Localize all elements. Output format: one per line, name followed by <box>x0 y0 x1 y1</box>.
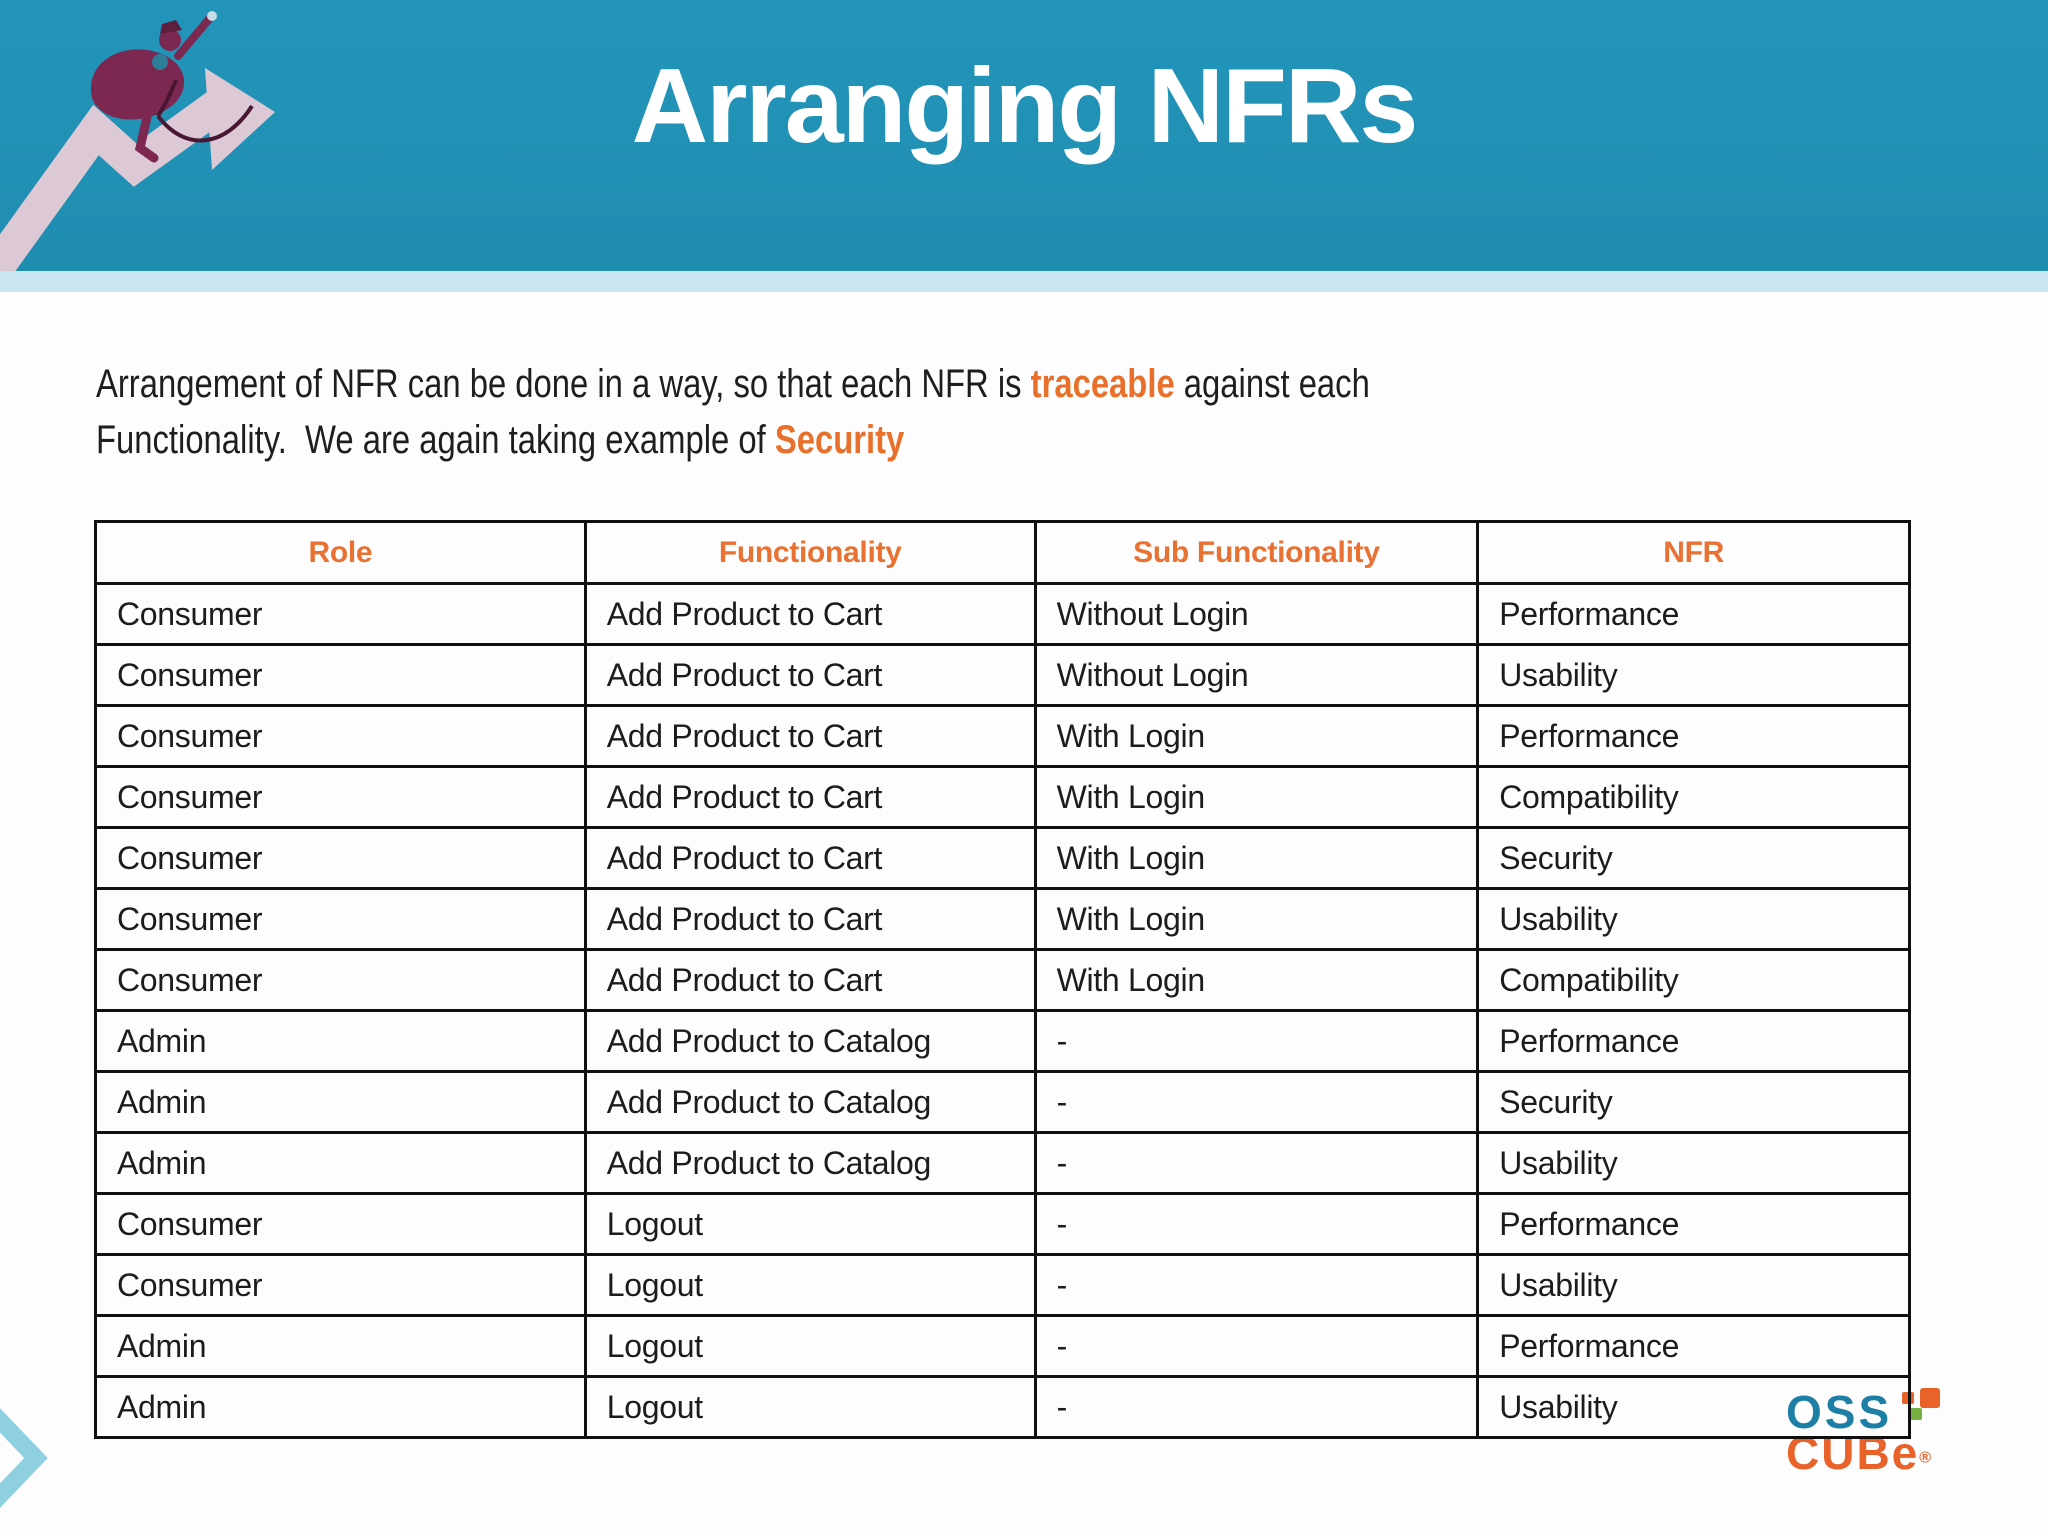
table-cell: Logout <box>583 1314 1037 1378</box>
page-title: Arranging NFRs <box>631 47 1419 165</box>
table-cell: - <box>1033 1070 1480 1134</box>
table-cell: Consumer <box>94 1253 587 1317</box>
table-cell: Performance <box>1476 582 1911 646</box>
table-cell: Admin <box>94 1131 587 1195</box>
table-row: Consumer Add Product to Cart With Login Sec… <box>94 826 1911 890</box>
table-cell: Without Login <box>1033 643 1480 707</box>
table-row: Admin Logout - Usability <box>94 1375 1911 1439</box>
table-cell: Consumer <box>94 643 587 707</box>
table-cell: Add Product to Cart <box>583 887 1037 951</box>
title-banner: Arranging NFRs <box>0 0 2048 271</box>
table-cell: Add Product to Cart <box>583 643 1037 707</box>
table-row: Consumer Logout - Usability <box>94 1253 1911 1317</box>
table-cell: - <box>1033 1253 1480 1317</box>
table-row: Consumer Logout - Performance <box>94 1192 1911 1256</box>
table-cell: Add Product to Cart <box>583 704 1037 768</box>
table-cell: Performance <box>1476 1314 1911 1378</box>
table-cell: Usability <box>1476 887 1911 951</box>
table-cell: Admin <box>94 1375 587 1439</box>
table-cell: Add Product to Cart <box>583 765 1037 829</box>
logo-text-cube: CUBe <box>1786 1427 1920 1479</box>
rider-figure <box>90 11 254 163</box>
table-cell: - <box>1033 1131 1480 1195</box>
table-cell: Performance <box>1476 704 1911 768</box>
table-cell: Consumer <box>94 582 587 646</box>
intro-text: against each <box>1174 362 1370 406</box>
table-cell: Consumer <box>94 765 587 829</box>
table-row: Consumer Add Product to Cart With Login Com… <box>94 765 1911 829</box>
table-cell: Consumer <box>94 887 587 951</box>
nfr-table-header: Role Functionality Sub Functionality NFR <box>94 520 1911 585</box>
table-cell: Add Product to Cart <box>583 826 1037 890</box>
table-cell: Add Product to Catalog <box>583 1009 1037 1073</box>
table-cell: Compatibility <box>1476 948 1911 1012</box>
table-cell: Admin <box>94 1009 587 1073</box>
table-cell: Admin <box>94 1070 587 1134</box>
table-cell: Consumer <box>94 1192 587 1256</box>
highlight-traceable: traceable <box>1030 362 1175 406</box>
table-row: Admin Add Product to Catalog - Security <box>94 1070 1911 1134</box>
arrow-band <box>0 86 235 271</box>
table-cell: - <box>1033 1009 1480 1073</box>
table-cell: Logout <box>583 1253 1037 1317</box>
intro-line-1: Arrangement of NFR can be done in a way,… <box>96 356 1370 412</box>
column-header-sub-functionality: Sub Functionality <box>1033 520 1480 585</box>
intro-text: Functionality. We are again taking examp… <box>96 418 775 462</box>
table-cell: Consumer <box>94 948 587 1012</box>
table-cell: Without Login <box>1033 582 1480 646</box>
table-cell: Compatibility <box>1476 765 1911 829</box>
table-cell: Add Product to Cart <box>583 582 1037 646</box>
table-cell: Security <box>1476 1070 1911 1134</box>
table-cell: Usability <box>1476 1253 1911 1317</box>
column-header-role: Role <box>94 520 587 585</box>
table-cell: - <box>1033 1192 1480 1256</box>
banner-bottom-stripe <box>0 271 2048 292</box>
table-cell: With Login <box>1033 704 1480 768</box>
table-cell: Security <box>1476 826 1911 890</box>
table-cell: With Login <box>1033 887 1480 951</box>
table-cell: With Login <box>1033 765 1480 829</box>
table-cell: Performance <box>1476 1009 1911 1073</box>
table-cell: Admin <box>94 1314 587 1378</box>
table-cell: Usability <box>1476 1375 1911 1439</box>
intro-line-2: Functionality. We are again taking examp… <box>96 412 1370 468</box>
table-cell: Logout <box>583 1192 1037 1256</box>
table-cell: Consumer <box>94 826 587 890</box>
table-cell: Logout <box>583 1375 1037 1439</box>
nfr-table: Role Functionality Sub Functionality NFR… <box>94 520 1911 1439</box>
table-cell: With Login <box>1033 826 1480 890</box>
rider-on-growth-arrow-illustration <box>0 11 275 271</box>
table-row: Admin Add Product to Catalog - Performance <box>94 1009 1911 1073</box>
table-row: Consumer Add Product to Cart Without Login… <box>94 643 1911 707</box>
registered-trademark-mark: ® <box>1919 1449 1932 1467</box>
table-cell: Usability <box>1476 1131 1911 1195</box>
table-cell: - <box>1033 1314 1480 1378</box>
table-row: Consumer Add Product to Cart With Login Usa… <box>94 887 1911 951</box>
table-cell: Add Product to Catalog <box>583 1131 1037 1195</box>
table-cell: - <box>1033 1375 1480 1439</box>
table-row: Consumer Add Product to Cart With Login Com… <box>94 948 1911 1012</box>
table-cell: Performance <box>1476 1192 1911 1256</box>
highlight-security: Security <box>774 418 905 462</box>
column-header-nfr: NFR <box>1476 520 1911 585</box>
table-cell: Add Product to Cart <box>583 948 1037 1012</box>
table-cell: Consumer <box>94 704 587 768</box>
column-header-functionality: Functionality <box>583 520 1037 585</box>
intro-paragraph: Arrangement of NFR can be done in a way,… <box>96 356 1649 468</box>
table-cell: Add Product to Catalog <box>583 1070 1037 1134</box>
table-row: Admin Logout - Performance <box>94 1314 1911 1378</box>
table-row: Consumer Add Product to Cart Without Login… <box>94 582 1911 646</box>
table-row: Consumer Add Product to Cart With Login Per… <box>94 704 1911 768</box>
chevron-right-icon <box>0 1408 48 1508</box>
nfr-table-body: Consumer Add Product to Cart Without Login… <box>94 582 1911 1439</box>
header-row: Role Functionality Sub Functionality NFR <box>94 520 1911 585</box>
table-cell: Usability <box>1476 643 1911 707</box>
intro-text: Arrangement of NFR can be done in a way,… <box>96 362 1031 406</box>
table-cell: With Login <box>1033 948 1480 1012</box>
table-row: Admin Add Product to Catalog - Usability <box>94 1131 1911 1195</box>
